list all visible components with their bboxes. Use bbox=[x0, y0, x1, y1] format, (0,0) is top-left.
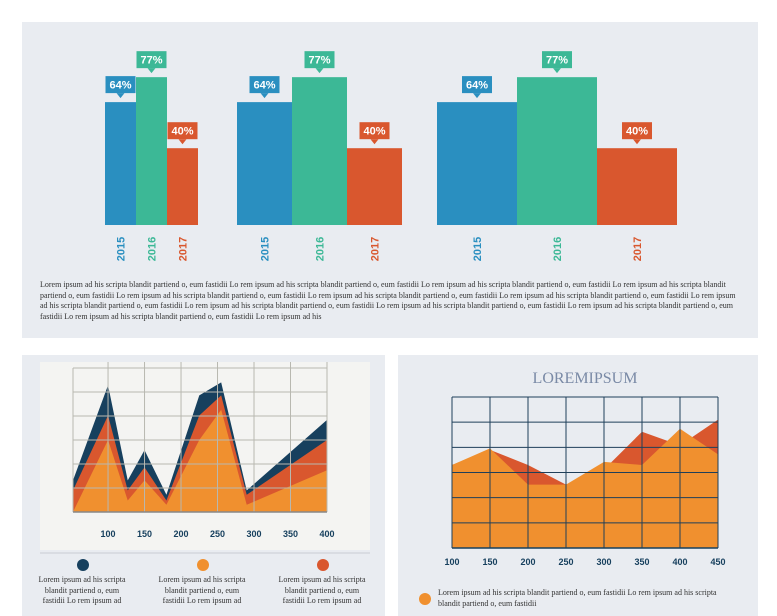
x-tick-label: 400 bbox=[672, 557, 687, 567]
area bbox=[452, 428, 718, 548]
paragraph: Lorem ipsum ad his scripta blandit parti… bbox=[40, 280, 736, 321]
x-tick-label: 400 bbox=[319, 529, 334, 539]
bar bbox=[136, 77, 167, 225]
x-tick-label: 350 bbox=[283, 529, 298, 539]
value-label-box bbox=[622, 122, 652, 140]
x-tick-label: 150 bbox=[137, 529, 152, 539]
x-tick-label: 2016 bbox=[552, 237, 564, 261]
x-tick-label: 2017 bbox=[632, 237, 644, 261]
value-label: 40% bbox=[626, 126, 648, 138]
x-tick-label: 100 bbox=[101, 529, 116, 539]
value-label-pointer bbox=[147, 68, 156, 74]
legend-marker bbox=[317, 559, 329, 571]
bar bbox=[517, 77, 597, 225]
legend-marker bbox=[77, 559, 89, 571]
x-tick-label: 250 bbox=[210, 529, 225, 539]
legend-marker bbox=[197, 559, 209, 571]
value-label-pointer bbox=[315, 68, 324, 74]
value-label-box bbox=[136, 51, 167, 69]
value-label-pointer bbox=[260, 93, 269, 99]
legend-marker bbox=[419, 593, 431, 605]
value-label-pointer bbox=[178, 139, 187, 145]
bar bbox=[167, 148, 198, 225]
value-label: 77% bbox=[546, 55, 568, 67]
x-tick-label: 2016 bbox=[147, 237, 159, 261]
bar bbox=[597, 148, 677, 225]
value-label-pointer bbox=[473, 93, 481, 99]
value-label-box bbox=[249, 76, 280, 94]
x-tick-label: 100 bbox=[444, 557, 459, 567]
value-label-box bbox=[105, 76, 136, 94]
bar bbox=[437, 102, 517, 225]
x-tick-label: 350 bbox=[634, 557, 649, 567]
value-label-pointer bbox=[553, 68, 561, 74]
bar bbox=[292, 77, 347, 225]
legend-text: Lorem ipsum ad his scripta blandit parti… bbox=[438, 588, 717, 608]
bar bbox=[347, 148, 402, 225]
value-label-box bbox=[462, 76, 492, 94]
value-label: 77% bbox=[308, 55, 330, 67]
x-tick-label: 2016 bbox=[315, 237, 327, 261]
x-tick-label: 2017 bbox=[370, 237, 382, 261]
value-label-box bbox=[542, 51, 572, 69]
value-label-box bbox=[359, 122, 390, 140]
x-tick-label: 150 bbox=[482, 557, 497, 567]
x-tick-label: 300 bbox=[596, 557, 611, 567]
x-tick-label: 450 bbox=[710, 557, 725, 567]
x-tick-label: 2015 bbox=[116, 237, 128, 261]
value-label-pointer bbox=[370, 139, 379, 145]
value-label-pointer bbox=[633, 139, 641, 145]
chart-title: LOREMIPSUM bbox=[533, 370, 638, 387]
x-tick-label: 200 bbox=[174, 529, 189, 539]
value-label: 40% bbox=[171, 126, 193, 138]
value-label: 77% bbox=[140, 55, 162, 67]
x-tick-label: 2015 bbox=[472, 237, 484, 261]
x-tick-label: 200 bbox=[520, 557, 535, 567]
bar bbox=[237, 102, 292, 225]
x-tick-label: 2017 bbox=[178, 237, 190, 261]
bar bbox=[105, 102, 136, 225]
value-label: 40% bbox=[363, 126, 385, 138]
x-tick-label: 300 bbox=[246, 529, 261, 539]
value-label: 64% bbox=[466, 80, 488, 92]
value-label-box bbox=[167, 122, 198, 140]
value-label: 64% bbox=[109, 80, 131, 92]
x-tick-label: 250 bbox=[558, 557, 573, 567]
x-tick-label: 2015 bbox=[260, 237, 272, 261]
value-label: 64% bbox=[253, 80, 275, 92]
area bbox=[73, 409, 327, 512]
value-label-box bbox=[304, 51, 335, 69]
value-label-pointer bbox=[116, 93, 125, 99]
